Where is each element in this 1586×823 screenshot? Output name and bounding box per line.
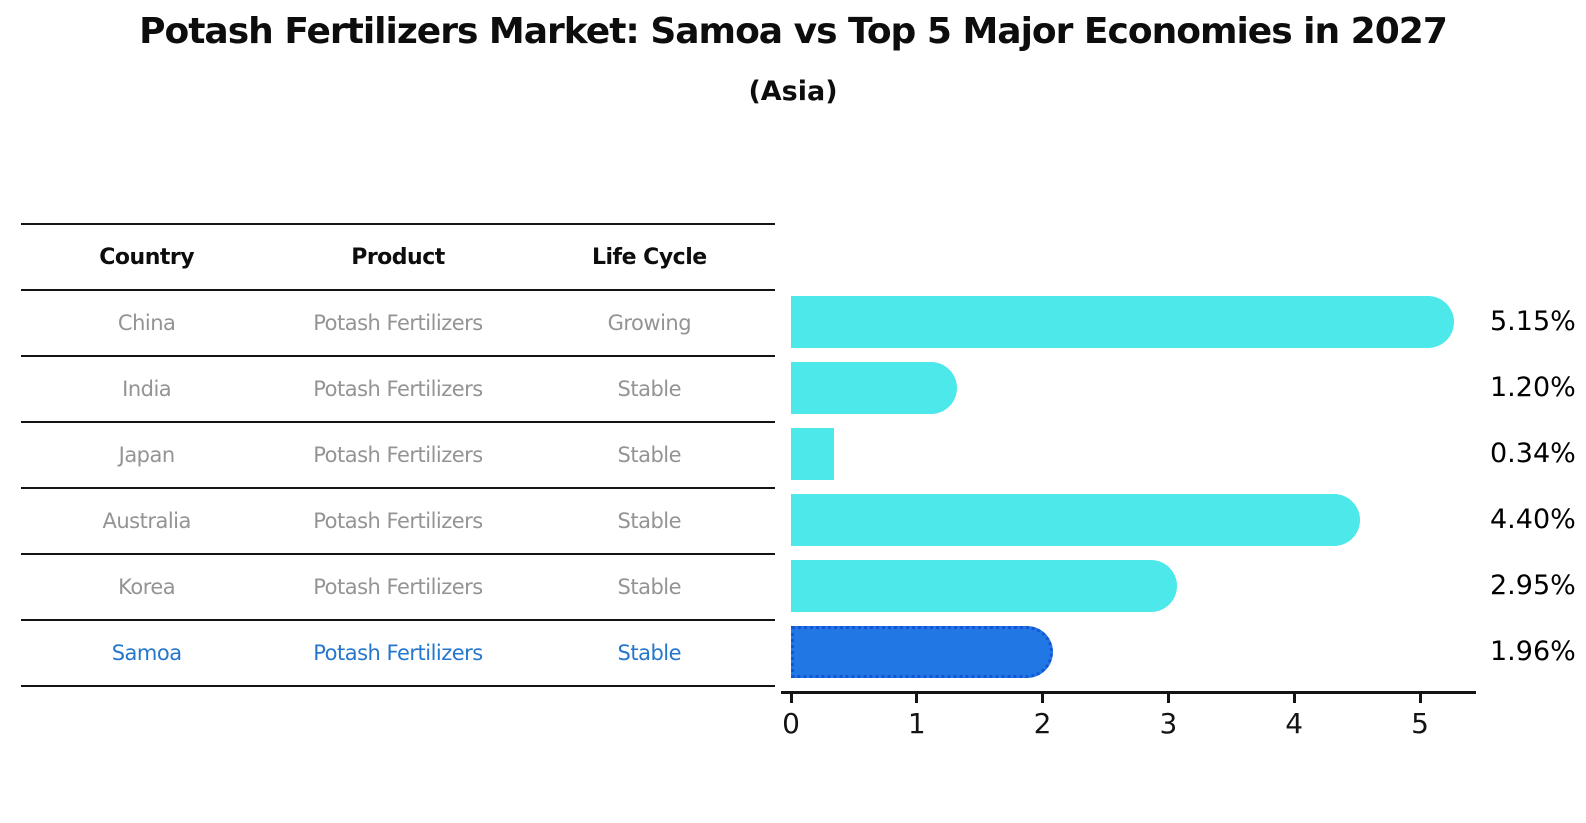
x-tick-mark xyxy=(1292,694,1296,703)
table-cell-lifecycle: Stable xyxy=(617,443,682,467)
table-cell-product: Potash Fertilizers xyxy=(313,377,483,401)
bar-value-label-australia: 4.40% xyxy=(1490,504,1576,535)
x-tick-mark xyxy=(1166,694,1170,703)
table-header-cell: Product xyxy=(351,244,445,270)
table-cell-lifecycle: Growing xyxy=(607,311,692,335)
table-cell-country: Australia xyxy=(102,509,191,533)
table-header-cell: Life Cycle xyxy=(591,244,707,270)
bar-value-label-japan: 0.34% xyxy=(1490,438,1576,469)
table-cell-lifecycle: Stable xyxy=(617,377,682,401)
x-tick-label: 0 xyxy=(782,707,800,740)
table-cell-country: India xyxy=(122,377,172,401)
page-subtitle: (Asia) xyxy=(748,76,838,107)
table-cell-country: China xyxy=(117,311,176,335)
bar-value-label-india: 1.20% xyxy=(1490,372,1576,403)
page-title: Potash Fertilizers Market: Samoa vs Top … xyxy=(139,11,1448,52)
bar-value-label-samoa: 1.96% xyxy=(1490,636,1576,667)
table-row-australia: Australia Potash Fertilizers Stable xyxy=(21,487,775,553)
table-cell-country: Samoa xyxy=(111,641,182,665)
table-row-china: China Potash Fertilizers Growing xyxy=(21,289,775,355)
table-cell-product: Potash Fertilizers xyxy=(313,641,483,665)
data-table: Country Product Life Cycle China Potash Fert… xyxy=(21,223,775,687)
table-cell-lifecycle: Stable xyxy=(617,641,682,665)
table-cell-country: Korea xyxy=(118,575,176,599)
x-tick-mark xyxy=(915,694,919,703)
bar-samoa xyxy=(791,626,1053,678)
x-tick-label: 5 xyxy=(1411,707,1429,740)
table-cell-product: Potash Fertilizers xyxy=(313,443,483,467)
table-row-india: India Potash Fertilizers Stable xyxy=(21,355,775,421)
x-tick-mark xyxy=(1041,694,1045,703)
table-cell-lifecycle: Stable xyxy=(617,509,682,533)
table-cell-product: Potash Fertilizers xyxy=(313,311,483,335)
table-cell-lifecycle: Stable xyxy=(617,575,682,599)
bar-japan xyxy=(791,428,834,480)
bar-value-label-china: 5.15% xyxy=(1490,306,1576,337)
table-cell-country: Japan xyxy=(118,443,176,467)
table-row-japan: Japan Potash Fertilizers Stable xyxy=(21,421,775,487)
x-axis-line xyxy=(781,691,1476,694)
bar-value-label-korea: 2.95% xyxy=(1490,570,1576,601)
table-header-cell: Country xyxy=(99,244,195,270)
x-tick-label: 3 xyxy=(1159,707,1178,740)
bar-australia xyxy=(791,494,1360,546)
x-tick-mark xyxy=(789,694,793,703)
bar-korea xyxy=(791,560,1178,612)
table-row-samoa: Samoa Potash Fertilizers Stable xyxy=(21,619,775,685)
table-cell-product: Potash Fertilizers xyxy=(313,509,483,533)
x-tick-label: 1 xyxy=(907,707,926,740)
x-tick-mark xyxy=(1418,694,1422,703)
bar-india xyxy=(791,362,957,414)
bar-chart xyxy=(791,289,1476,685)
x-tick-label: 2 xyxy=(1033,707,1052,740)
table-row-korea: Korea Potash Fertilizers Stable xyxy=(21,553,775,619)
table-header-row: Country Product Life Cycle xyxy=(21,223,775,289)
x-tick-label: 4 xyxy=(1285,707,1304,740)
bar-china xyxy=(791,296,1454,348)
table-cell-product: Potash Fertilizers xyxy=(313,575,483,599)
